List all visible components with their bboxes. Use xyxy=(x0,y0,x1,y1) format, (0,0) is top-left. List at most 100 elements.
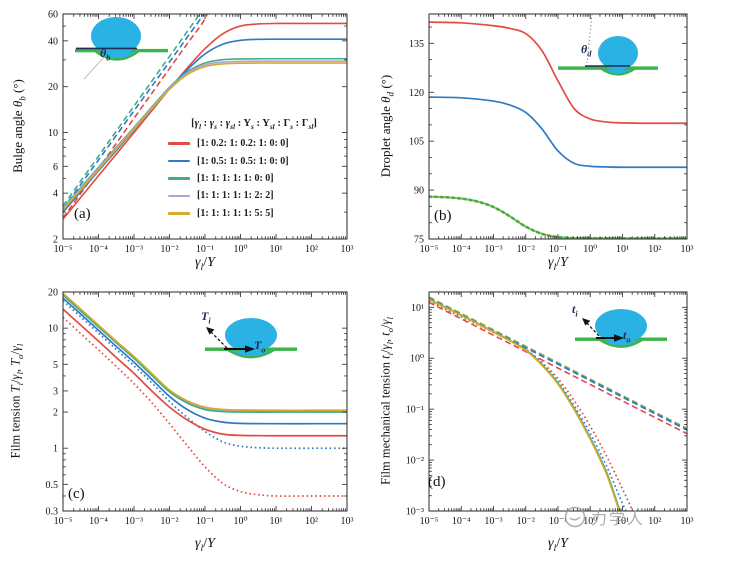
inset-a-bulge-sketch xyxy=(75,17,168,80)
svg-text:10³: 10³ xyxy=(681,516,694,527)
panel-a-plot: 10⁻⁵ 10⁻⁴ 10⁻³ 10⁻² 10⁻¹ 10⁰ 10¹ 10² 10³ 2 4 6 10 20 4… xyxy=(48,10,354,256)
svg-text:10²: 10² xyxy=(305,244,318,255)
svg-text:10⁻¹: 10⁻¹ xyxy=(549,516,567,527)
panel-b-series-blue 118.5→97 xyxy=(429,96,687,169)
legend-swatch xyxy=(168,194,190,198)
svg-text:3: 3 xyxy=(53,386,58,397)
svg-text:6: 6 xyxy=(53,162,58,173)
legend-swatch xyxy=(168,211,190,215)
panel-c-ticks xyxy=(62,291,348,512)
panel-b-series-red 141.5→110.5 xyxy=(429,21,687,125)
svg-text:10⁻⁴: 10⁻⁴ xyxy=(452,244,471,255)
svg-text:10⁻²: 10⁻² xyxy=(160,244,178,255)
svg-text:10: 10 xyxy=(48,128,58,139)
panel-a-series-blue-dashed xyxy=(63,14,206,210)
outer-tension-arrowhead xyxy=(614,334,624,342)
svg-text:90: 90 xyxy=(414,186,424,197)
droplet-shape xyxy=(91,17,141,55)
svg-text:10⁻³: 10⁻³ xyxy=(484,516,502,527)
svg-text:10⁰: 10⁰ xyxy=(583,244,597,255)
panel-c-y-axis-label: Film tension Ti/γl, To/γl xyxy=(8,343,26,459)
svg-text:10⁻⁵: 10⁻⁵ xyxy=(420,516,439,527)
svg-text:10¹: 10¹ xyxy=(270,244,283,255)
svg-text:10²: 10² xyxy=(648,244,661,255)
svg-text:10⁰: 10⁰ xyxy=(233,244,247,255)
svg-text:4: 4 xyxy=(53,189,58,200)
svg-text:10⁻²: 10⁻² xyxy=(517,244,535,255)
membrane-line xyxy=(558,66,658,70)
legend-entry-label: [1: 0.5: 1: 0.5: 1: 0: 0] xyxy=(197,155,289,167)
inset-d-outer-tension-label: to xyxy=(623,328,631,345)
legend-entry-label: [1: 1: 1: 1: 1: 0: 0] xyxy=(197,172,274,184)
svg-text:10⁻⁵: 10⁻⁵ xyxy=(54,244,73,255)
svg-text:10⁰: 10⁰ xyxy=(233,516,247,527)
svg-text:75: 75 xyxy=(414,235,424,246)
svg-text:10⁻¹: 10⁻¹ xyxy=(196,516,214,527)
svg-text:10⁻¹: 10⁻¹ xyxy=(549,244,567,255)
svg-text:10⁻³: 10⁻³ xyxy=(484,244,502,255)
droplet-shape xyxy=(225,318,277,352)
panel-a-series-red-solid plateau 52 xyxy=(63,22,347,220)
svg-text:0.3: 0.3 xyxy=(46,507,59,518)
panel-b-x-axis-label: γl/Y xyxy=(548,255,568,273)
watermark-logo-icon xyxy=(564,506,586,528)
watermark-text: 力学人 xyxy=(591,509,646,528)
legend-entry-3: [1: 1: 1: 1: 1: 2: 2] xyxy=(158,187,350,204)
panel-b-ticks xyxy=(428,14,688,240)
svg-text:10¹: 10¹ xyxy=(616,244,629,255)
vertical-reference-dotted-line xyxy=(586,13,593,64)
inset-d-tension-sketch xyxy=(575,309,667,348)
svg-text:10⁻⁴: 10⁻⁴ xyxy=(89,516,108,527)
svg-text:40: 40 xyxy=(48,36,58,47)
legend-rows: [1: 0.2: 1: 0.2: 1: 0: 0] [1: 0.5: 1: 0.5… xyxy=(158,135,350,222)
panel-d-x-axis-label: γl/Y xyxy=(548,536,568,554)
svg-text:10⁻⁴: 10⁻⁴ xyxy=(452,516,471,527)
inner-tension-dashed-arrow xyxy=(210,331,228,349)
legend-swatch xyxy=(168,159,190,163)
inner-tension-dashed-arrow xyxy=(585,321,600,337)
svg-text:20: 20 xyxy=(48,82,58,93)
panel-c-series-green-solid plateau 2.0 xyxy=(63,294,347,413)
panel-c-x-axis-label: γl/Y xyxy=(195,536,215,554)
svg-text:10³: 10³ xyxy=(341,244,354,255)
panel-d-series-red-dashed slope -1/3 xyxy=(429,301,687,435)
svg-text:2: 2 xyxy=(53,408,58,419)
svg-text:120: 120 xyxy=(409,88,424,99)
panel-a-x-axis-label: γl/Y xyxy=(195,255,215,273)
watermark: 力学人 xyxy=(563,505,645,529)
legend-entry-label: [1: 0.2: 1: 0.2: 1: 0: 0] xyxy=(197,138,289,150)
svg-text:10⁻³: 10⁻³ xyxy=(406,507,424,518)
svg-text:135: 135 xyxy=(409,39,424,50)
svg-text:10⁻⁴: 10⁻⁴ xyxy=(89,244,108,255)
svg-text:10¹: 10¹ xyxy=(411,303,424,314)
panel-a-series-green-dashed xyxy=(63,14,201,207)
panel-d-y-axis-label: Film mechanical tension ti/γl, to/γl xyxy=(378,317,396,485)
legend-swatch xyxy=(168,142,190,145)
panel-b-plot: 10⁻⁵ 10⁻⁴ 10⁻³ 10⁻² 10⁻¹ 10⁰ 10¹ 10² 10³ 75 90 105 1… xyxy=(409,13,694,255)
inner-tension-arrowhead xyxy=(206,327,215,335)
inset-b-angle-label: θd xyxy=(581,42,592,59)
legend-swatch xyxy=(168,177,190,180)
svg-text:10⁻²: 10⁻² xyxy=(160,516,178,527)
svg-text:10²: 10² xyxy=(305,516,318,527)
svg-text:105: 105 xyxy=(409,137,424,148)
panel-c-series-blue-solid plateau 1.6 xyxy=(63,297,347,425)
panel-d-series-blue-dashed slope -1/3 xyxy=(429,297,687,431)
panel-a-series-yellow-solid plateau 28.6 xyxy=(63,62,347,211)
outer-tension-arrowhead xyxy=(245,345,255,353)
svg-text:10⁻²: 10⁻² xyxy=(517,516,535,527)
inset-a-angle-label: θb xyxy=(100,46,111,63)
svg-text:10²: 10² xyxy=(648,516,661,527)
inset-b-droplet-sketch xyxy=(558,13,658,76)
panel-c-plot: 10⁻⁵ 10⁻⁴ 10⁻³ 10⁻² 10⁻¹ 10⁰ 10¹ 10² 10³ 0.3 0.5 1 2… xyxy=(46,288,354,528)
panel-b-tag: (b) xyxy=(434,208,452,224)
legend: [γl : γs : γsl : Ys : Ysl : Γs : Γsl] [1… xyxy=(158,118,350,222)
droplet-shape xyxy=(595,309,647,343)
panel-c-series-yellow-solid plateau 2.07 xyxy=(63,292,347,412)
panel-d-series-green-dashed slope -1/3 xyxy=(429,296,687,430)
legend-entry-4: [1: 1: 1: 1: 1: 5: 5] xyxy=(158,205,350,222)
svg-text:10¹: 10¹ xyxy=(270,516,283,527)
